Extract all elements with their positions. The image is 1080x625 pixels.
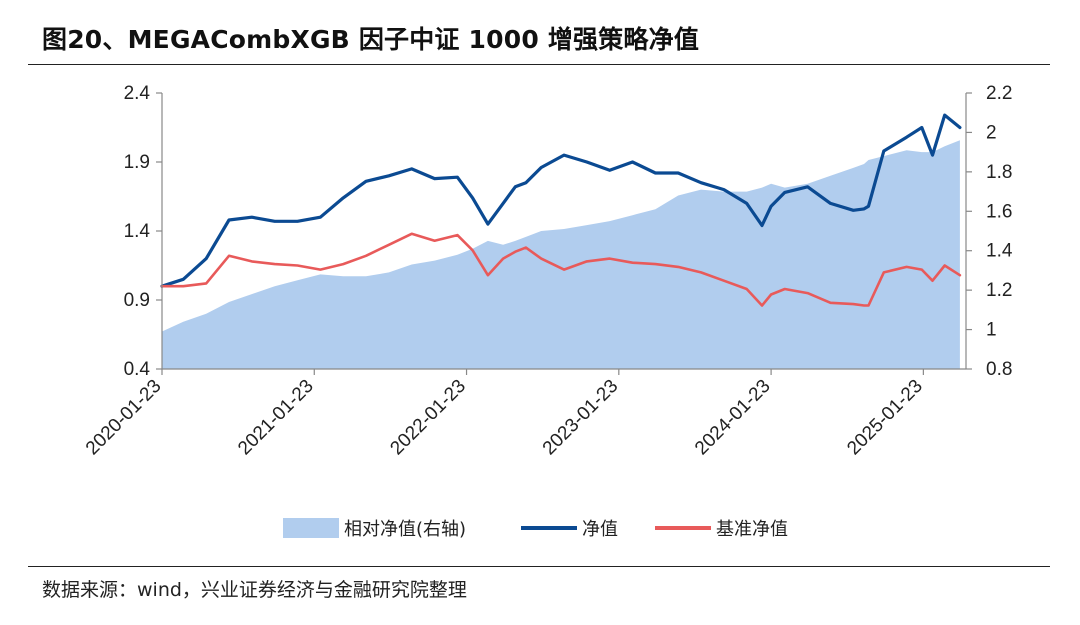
x-tick-label: 2025-01-23 <box>843 376 927 460</box>
right-y-axis: 0.8 1 1.2 1.4 1.6 1.8 2 2.2 <box>965 83 1013 380</box>
x-tick-label: 2022-01-23 <box>386 376 470 460</box>
x-tick-label: 2024-01-23 <box>691 376 775 460</box>
x-tick-label: 2020-01-23 <box>82 376 166 460</box>
right-tick-label: 2.2 <box>986 83 1012 104</box>
legend-label-relative: 相对净值(右轴) <box>344 519 466 540</box>
left-tick-label: 0.9 <box>124 290 150 311</box>
left-tick-label: 0.4 <box>124 359 151 380</box>
source-divider <box>28 566 1050 567</box>
title-divider <box>28 64 1050 65</box>
series-strategy-line <box>160 113 962 288</box>
legend-swatch-relative <box>283 518 339 538</box>
right-tick-label: 1.2 <box>986 280 1012 301</box>
legend: 相对净值(右轴) 净值 基准净值 <box>283 518 788 540</box>
plot-area <box>160 113 962 369</box>
right-tick-label: 2 <box>986 122 997 143</box>
chart-title: 图20、MEGACombXGB 因子中证 1000 增强策略净值 <box>42 25 700 54</box>
series-benchmark-line <box>160 232 962 307</box>
left-y-axis: 0.4 0.9 1.4 1.9 2.4 <box>124 83 163 380</box>
right-tick-label: 1.4 <box>986 241 1013 262</box>
x-tick-label: 2023-01-23 <box>539 376 623 460</box>
right-tick-label: 0.8 <box>986 359 1012 380</box>
x-axis: 2020-01-23 2021-01-23 2022-01-23 2023-01-23… <box>82 368 966 460</box>
legend-label-benchmark: 基准净值 <box>716 519 788 540</box>
source-note: 数据来源：wind，兴业证券经济与金融研究院整理 <box>42 579 467 601</box>
x-tick-label: 2021-01-23 <box>234 376 318 460</box>
right-tick-label: 1.6 <box>986 201 1012 222</box>
left-tick-label: 2.4 <box>124 83 151 104</box>
right-tick-label: 1 <box>986 320 997 341</box>
series-relative-area <box>162 140 960 369</box>
left-tick-label: 1.9 <box>124 152 150 173</box>
right-tick-label: 1.8 <box>986 162 1012 183</box>
legend-label-strategy: 净值 <box>582 519 618 540</box>
left-tick-label: 1.4 <box>124 221 151 242</box>
